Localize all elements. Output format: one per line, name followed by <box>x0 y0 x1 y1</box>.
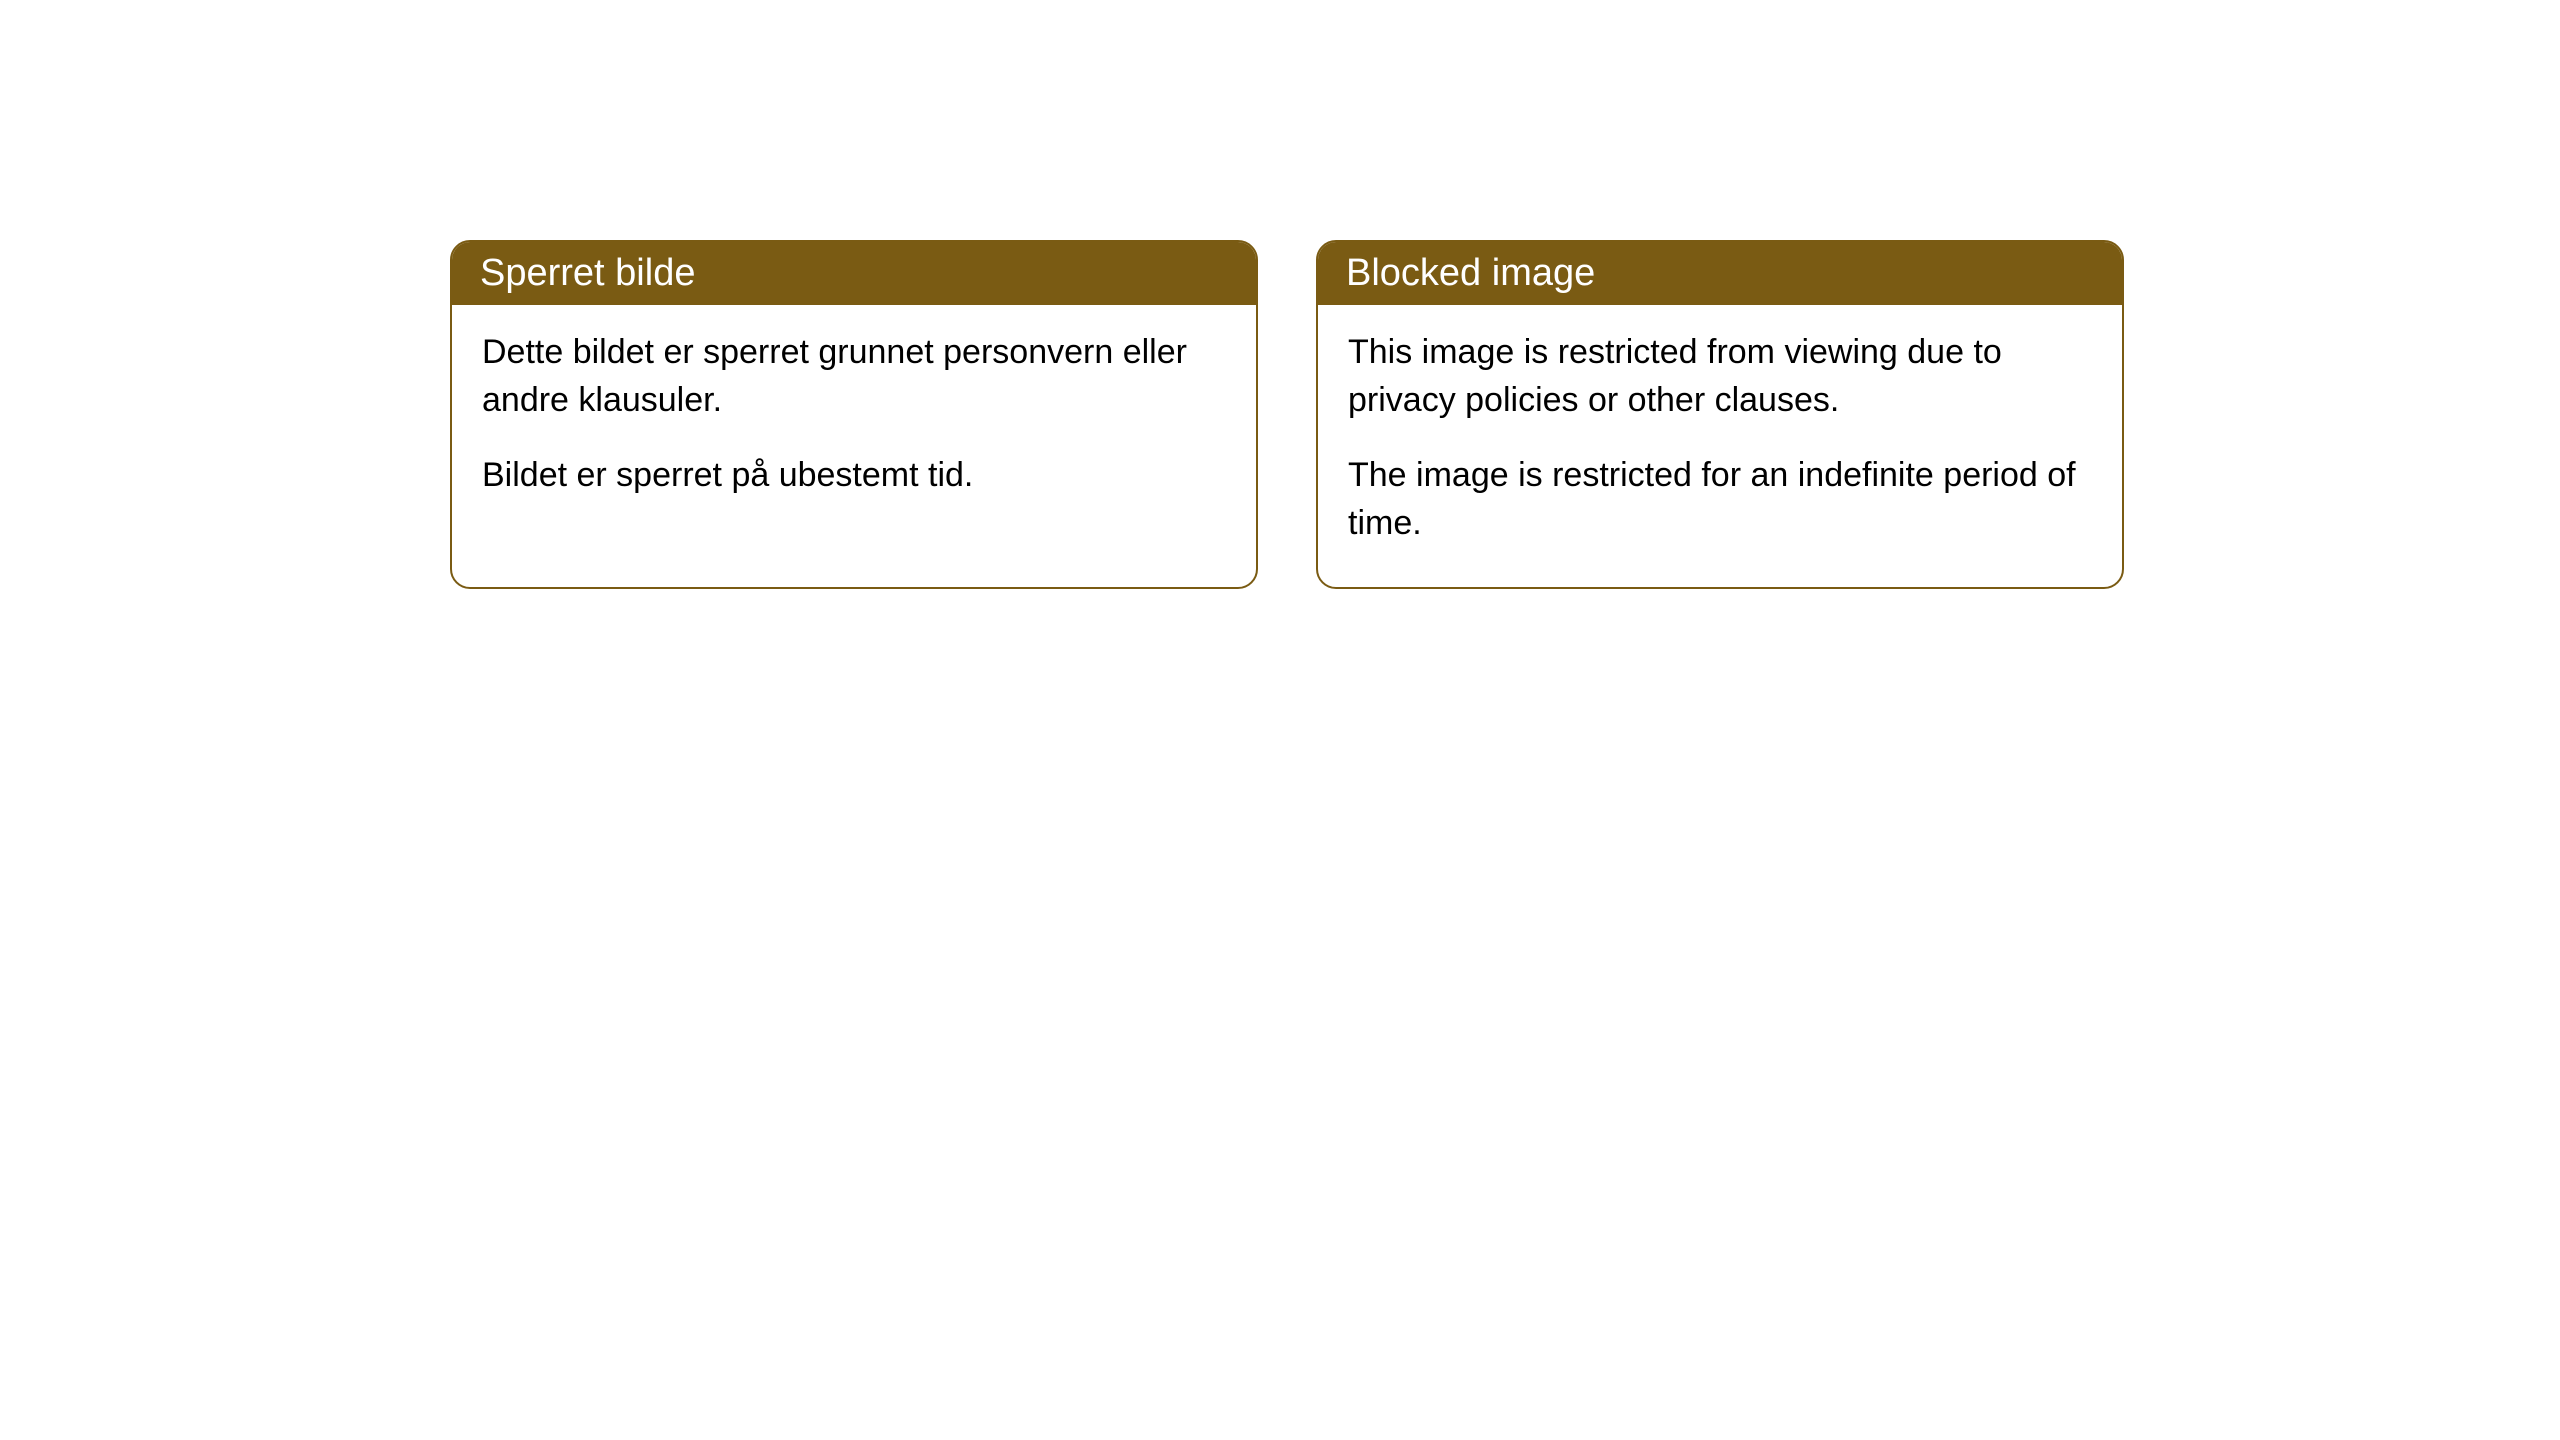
card-title: Sperret bilde <box>480 252 695 294</box>
card-paragraph: This image is restricted from viewing du… <box>1348 329 2092 424</box>
card-title: Blocked image <box>1346 252 1595 294</box>
notice-card-english: Blocked image This image is restricted f… <box>1316 240 2124 589</box>
card-body: This image is restricted from viewing du… <box>1318 305 2122 587</box>
notice-card-norwegian: Sperret bilde Dette bildet er sperret gr… <box>450 240 1258 589</box>
card-paragraph: The image is restricted for an indefinit… <box>1348 452 2092 547</box>
card-header: Sperret bilde <box>452 242 1256 305</box>
card-body: Dette bildet er sperret grunnet personve… <box>452 305 1256 540</box>
card-paragraph: Dette bildet er sperret grunnet personve… <box>482 329 1226 424</box>
card-header: Blocked image <box>1318 242 2122 305</box>
notice-cards-container: Sperret bilde Dette bildet er sperret gr… <box>0 0 2560 589</box>
card-paragraph: Bildet er sperret på ubestemt tid. <box>482 452 1226 500</box>
